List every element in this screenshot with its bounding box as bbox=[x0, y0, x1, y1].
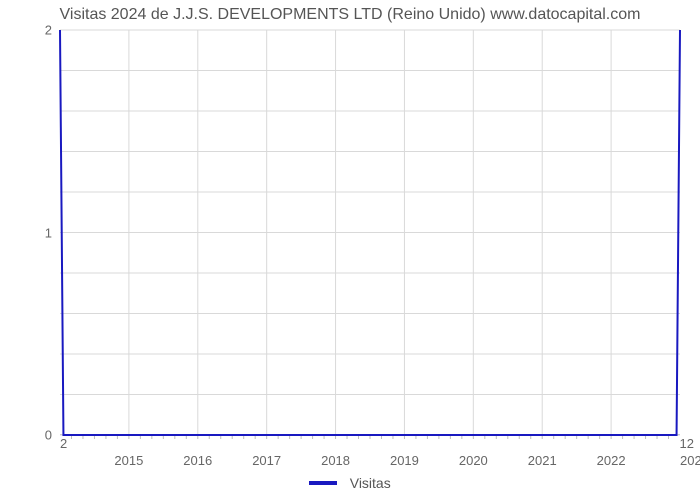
x-tick-label: 2021 bbox=[528, 453, 557, 468]
x-axis-right-edge-label: 202 bbox=[680, 453, 700, 468]
y-tick-label: 1 bbox=[12, 225, 52, 240]
plot-svg bbox=[60, 30, 680, 441]
legend-label: Visitas bbox=[350, 475, 391, 491]
x-tick-label: 2017 bbox=[252, 453, 281, 468]
extra-label-bottom-right: 12 bbox=[680, 436, 694, 451]
chart-container: Visitas 2024 de J.J.S. DEVELOPMENTS LTD … bbox=[0, 0, 700, 500]
y-tick-label: 0 bbox=[12, 428, 52, 443]
x-tick-label: 2018 bbox=[321, 453, 350, 468]
x-tick-label: 2016 bbox=[183, 453, 212, 468]
legend-swatch bbox=[309, 481, 337, 485]
y-tick-label: 2 bbox=[12, 23, 52, 38]
legend: Visitas bbox=[0, 474, 700, 492]
x-tick-label: 2022 bbox=[597, 453, 626, 468]
plot-area bbox=[60, 30, 680, 435]
extra-label-bottom-left: 2 bbox=[60, 436, 67, 451]
x-tick-label: 2020 bbox=[459, 453, 488, 468]
chart-title: Visitas 2024 de J.J.S. DEVELOPMENTS LTD … bbox=[0, 6, 700, 24]
x-tick-label: 2019 bbox=[390, 453, 419, 468]
x-tick-label: 2015 bbox=[114, 453, 143, 468]
